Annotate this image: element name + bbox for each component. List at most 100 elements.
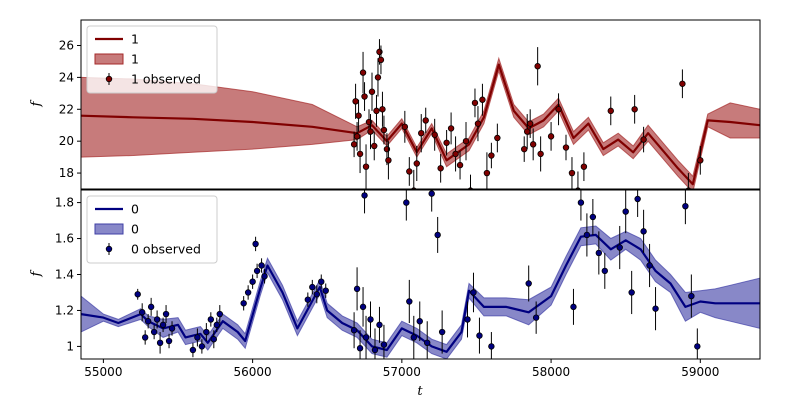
top-data-marker xyxy=(529,141,537,148)
bottom-observed-point xyxy=(601,252,608,289)
top-legend: 1 1 1 observed xyxy=(86,25,218,94)
top-data-marker xyxy=(401,123,409,131)
bottom-observed-point xyxy=(156,332,164,354)
bottom-observed-point xyxy=(532,301,540,334)
bottom-data-marker xyxy=(416,318,423,325)
bottom-observed-point xyxy=(356,330,364,359)
bottom-legend-marker-swatch xyxy=(105,245,113,253)
top-data-marker xyxy=(462,137,470,145)
bottom-confidence-band xyxy=(81,225,760,359)
bottom-x-tick-label: 58000 xyxy=(532,365,570,379)
top-observed-point xyxy=(526,109,534,138)
top-observed-point xyxy=(368,72,376,111)
bottom-x-ticks: 55000 56000 57000 58000 59000 xyxy=(84,359,719,379)
bottom-observed-point xyxy=(153,310,161,329)
bottom-data-marker xyxy=(640,228,647,235)
bottom-data-marker xyxy=(194,334,201,341)
top-observed-point xyxy=(568,157,576,189)
bottom-data-marker xyxy=(309,283,316,291)
bottom-data-marker xyxy=(371,346,379,354)
top-data-marker xyxy=(471,99,479,107)
top-y-ticks: 18 20 22 24 26 xyxy=(59,39,81,180)
bottom-data-marker xyxy=(165,337,173,345)
bottom-observed-point xyxy=(350,312,358,349)
top-legend-band-swatch xyxy=(94,53,124,65)
top-data-marker xyxy=(534,63,541,70)
bottom-observed-point xyxy=(318,274,325,289)
top-data-marker xyxy=(350,141,358,148)
top-data-marker xyxy=(377,56,385,64)
top-data-marker xyxy=(526,120,534,127)
bottom-y-axis-label: f xyxy=(29,269,44,277)
bottom-observed-point xyxy=(376,306,383,343)
bottom-observed-point xyxy=(203,323,210,342)
bottom-observed-point xyxy=(371,328,379,359)
top-observed-point xyxy=(447,112,455,145)
bottom-observed-point xyxy=(165,333,173,349)
bottom-data-marker xyxy=(134,291,141,298)
bottom-data-marker xyxy=(646,262,653,269)
top-observed-point xyxy=(534,47,541,86)
bottom-data-marker xyxy=(367,316,374,323)
bottom-observed-point xyxy=(147,297,155,316)
bottom-data-marker xyxy=(601,267,608,275)
bottom-data-marker xyxy=(203,328,210,336)
top-legend-marker-swatch xyxy=(105,75,113,83)
bottom-y-tick-label: 1.2 xyxy=(55,303,74,317)
bottom-observed-point xyxy=(688,274,695,318)
bottom-observed-point xyxy=(168,321,176,336)
top-data-marker xyxy=(355,112,362,119)
bottom-data-marker xyxy=(616,244,623,251)
bottom-data-marker xyxy=(159,321,167,329)
bottom-data-marker xyxy=(488,343,495,350)
top-data-marker xyxy=(607,107,614,115)
top-y-tick-label: 22 xyxy=(59,102,74,116)
bottom-observed-point xyxy=(646,243,653,288)
bottom-observed-point xyxy=(313,285,320,304)
top-data-marker xyxy=(580,163,588,170)
bottom-observed-point xyxy=(213,317,220,333)
bottom-data-marker xyxy=(525,280,532,287)
bottom-observed-point xyxy=(159,317,167,333)
bottom-data-marker xyxy=(410,334,417,341)
bottom-data-marker xyxy=(144,318,152,325)
bottom-data-marker xyxy=(583,231,591,239)
bottom-data-marker xyxy=(380,341,388,348)
top-data-marker xyxy=(524,128,531,135)
top-observed-point xyxy=(483,152,491,189)
bottom-observed-point xyxy=(525,265,532,302)
top-observed-point xyxy=(607,96,614,126)
bottom-data-marker xyxy=(434,231,441,239)
top-data-marker xyxy=(406,168,413,175)
top-observed-point xyxy=(380,115,388,145)
bottom-legend-label: 0 observed xyxy=(131,242,201,257)
bottom-observed-point xyxy=(141,330,149,345)
bottom-observed-point xyxy=(595,231,603,275)
top-observed-point xyxy=(413,145,420,182)
bottom-observed-point xyxy=(198,339,206,354)
top-data-marker xyxy=(447,125,455,132)
bottom-y-tick-label: 1.4 xyxy=(55,268,74,282)
top-observed-point xyxy=(474,106,482,142)
bottom-data-marker xyxy=(162,310,170,318)
bottom-observed-point xyxy=(361,190,368,214)
bottom-mean-line xyxy=(81,233,760,353)
bottom-observed-point xyxy=(134,288,141,300)
bottom-data-marker xyxy=(216,310,223,318)
bottom-observed-point xyxy=(570,288,577,325)
top-legend-label: 1 xyxy=(131,32,139,47)
top-data-marker xyxy=(568,169,576,177)
bottom-data-marker xyxy=(622,208,629,215)
bottom-data-marker xyxy=(688,292,695,300)
bottom-observed-point xyxy=(424,321,431,359)
top-data-marker xyxy=(640,136,647,143)
top-observed-point xyxy=(488,142,495,169)
bottom-data-marker xyxy=(350,327,358,334)
top-observed-point xyxy=(640,126,647,153)
bottom-data-marker xyxy=(318,278,325,285)
bottom-data-marker xyxy=(634,195,641,203)
top-observed-point xyxy=(418,114,425,153)
top-observed-point xyxy=(379,91,386,127)
bottom-observed-point xyxy=(258,258,265,273)
bottom-data-marker xyxy=(406,298,413,305)
